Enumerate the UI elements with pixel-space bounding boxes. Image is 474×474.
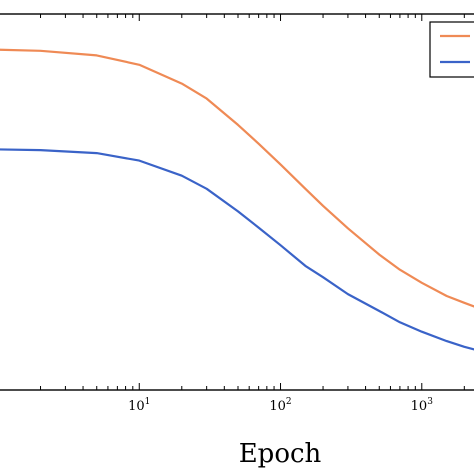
plot-border (0, 13, 474, 391)
x-tick-label: 101 (128, 397, 150, 414)
x-axis-ticks: 101 102 103 (40, 14, 465, 414)
series-lines (0, 48, 474, 351)
series-line-1 (0, 48, 474, 308)
series-line-2 (0, 148, 474, 351)
x-tick-label: 102 (269, 397, 291, 414)
legend-box (429, 21, 474, 78)
x-tick-label: 103 (411, 397, 434, 414)
x-axis-label: Epoch (239, 439, 322, 469)
legend (429, 21, 474, 78)
plot-frame (0, 13, 474, 391)
